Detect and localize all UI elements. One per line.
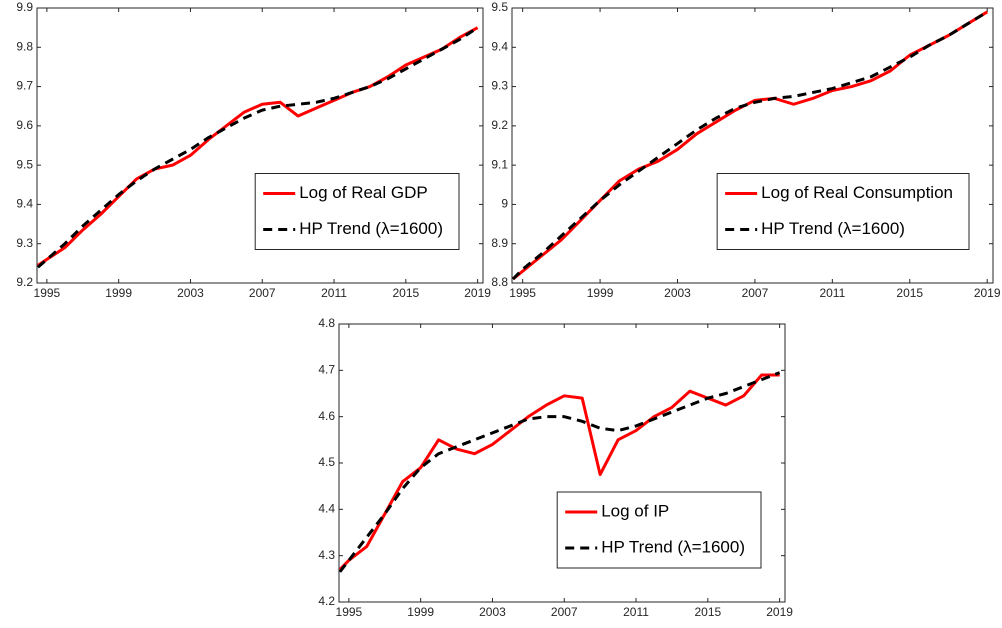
legend-box bbox=[716, 173, 970, 250]
x-tick-label: 2019 bbox=[974, 286, 1001, 300]
y-tick-label: 9.4 bbox=[491, 39, 508, 53]
x-tick-label: 2003 bbox=[664, 286, 691, 300]
x-tick-label: 2011 bbox=[321, 286, 347, 300]
x-tick-label: 2015 bbox=[392, 286, 419, 300]
y-tick-label: 4.5 bbox=[318, 455, 335, 469]
y-tick-label: 9.9 bbox=[16, 0, 33, 14]
y-tick-label: 9.3 bbox=[491, 79, 508, 93]
legend-box bbox=[556, 491, 762, 569]
legend-label: HP Trend (λ=1600) bbox=[601, 537, 745, 556]
x-tick-label: 2015 bbox=[694, 605, 721, 619]
x-tick-label: 2007 bbox=[742, 286, 769, 300]
x-tick-label: 2019 bbox=[464, 286, 491, 300]
y-tick-label: 4.8 bbox=[318, 316, 335, 330]
panel: 8.8 8.9 9 9.1 9.2 9.3 9.4 9.5 1995 1999 2003 2007 20… bbox=[491, 0, 1001, 300]
y-tick-label: 4.2 bbox=[318, 594, 335, 608]
y-tick-label: 4.7 bbox=[318, 363, 335, 377]
legend: Log of IP HP Trend (λ=1600) bbox=[556, 491, 762, 569]
y-tick-label: 4.4 bbox=[318, 502, 335, 516]
y-tick-label: 9.6 bbox=[16, 118, 33, 132]
series-line bbox=[511, 10, 988, 281]
series-line bbox=[36, 26, 479, 269]
x-tick-label: 1995 bbox=[336, 605, 363, 619]
x-tick-label: 2011 bbox=[623, 605, 649, 619]
y-tick-label: 8.9 bbox=[491, 236, 508, 250]
panel: 4.2 4.3 4.4 4.5 4.6 4.7 4.8 1995 1999 2003 2007 201… bbox=[318, 316, 793, 619]
y-tick-label: 9.3 bbox=[16, 236, 33, 250]
x-tick-label: 2011 bbox=[819, 286, 845, 300]
y-tick-label: 9.8 bbox=[16, 39, 33, 53]
y-tick-label: 9.2 bbox=[16, 275, 33, 289]
x-tick-label: 2007 bbox=[249, 286, 276, 300]
x-tick-label: 2019 bbox=[766, 605, 793, 619]
y-tick-label: 9.1 bbox=[491, 157, 508, 171]
x-tick-label: 2015 bbox=[896, 286, 923, 300]
x-tick-label: 2003 bbox=[177, 286, 204, 300]
legend-label: Log of IP bbox=[601, 501, 669, 520]
x-tick-label: 2003 bbox=[479, 605, 506, 619]
y-tick-label: 8.8 bbox=[491, 275, 508, 289]
legend: Log of Real GDP HP Trend (λ=1600) bbox=[254, 173, 460, 250]
legend-label: HP Trend (λ=1600) bbox=[761, 219, 905, 238]
y-tick-label: 9.7 bbox=[16, 79, 33, 93]
x-tick-label: 2007 bbox=[551, 605, 578, 619]
y-tick-label: 9.5 bbox=[16, 157, 33, 171]
legend-label: Log of Real Consumption bbox=[761, 183, 953, 202]
legend: Log of Real Consumption HP Trend (λ=1600) bbox=[716, 173, 970, 250]
y-tick-label: 9.2 bbox=[491, 118, 508, 132]
series-line bbox=[338, 371, 781, 573]
y-tick-label: 9 bbox=[501, 197, 508, 211]
x-tick-label: 1995 bbox=[34, 286, 61, 300]
y-tick-label: 9.4 bbox=[16, 197, 33, 211]
series-line bbox=[338, 373, 780, 571]
x-tick-label: 1999 bbox=[587, 286, 614, 300]
legend-label: Log of Real GDP bbox=[299, 183, 428, 202]
x-tick-label: 1999 bbox=[105, 286, 132, 300]
panel: 9.2 9.3 9.4 9.5 9.6 9.7 9.8 9.9 1995 1999 2003 2007… bbox=[16, 0, 491, 300]
y-tick-label: 4.3 bbox=[318, 548, 335, 562]
legend-label: HP Trend (λ=1600) bbox=[299, 219, 443, 238]
y-tick-label: 9.5 bbox=[491, 0, 508, 14]
x-tick-label: 1999 bbox=[407, 605, 434, 619]
x-tick-label: 1995 bbox=[509, 286, 536, 300]
y-tick-label: 4.6 bbox=[318, 409, 335, 423]
series-line bbox=[37, 26, 479, 267]
legend-box bbox=[254, 173, 460, 250]
